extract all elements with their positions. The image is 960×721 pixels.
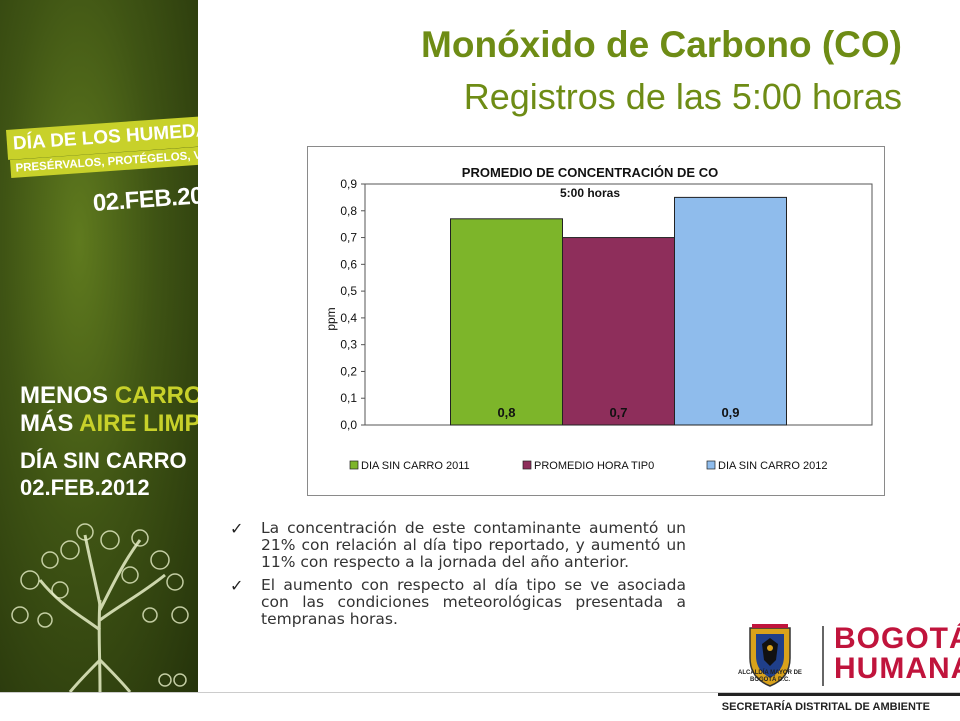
bar-1 <box>450 218 563 426</box>
chart-legend: DIA SIN CARRO 2011 PROMEDIO HORA TIP0 DIA … <box>349 460 827 472</box>
y-tick-label: 0,8 <box>340 204 357 218</box>
bullet-item-2: ✓ El aumento con respecto al día tipo se… <box>228 577 686 628</box>
left-banner: DÍA DE LOS HUMEDALES PRESÉRVALOS, PROTÉG… <box>0 0 198 692</box>
bogota-humana-logo-top: BOGOTÁ <box>834 622 960 655</box>
chart-y-axis-label: ppm <box>324 307 338 330</box>
legend-swatch-1 <box>349 460 359 470</box>
banner-mas: MÁS <box>20 410 80 437</box>
y-tick-label: 0,4 <box>340 311 357 325</box>
banner-dia-sin-carro: DÍA SIN CARRO <box>20 448 187 473</box>
bullet-list: ✓ La concentración de este contaminante … <box>228 520 686 634</box>
y-tick-label: 0,5 <box>340 284 357 298</box>
y-tick-label: 0,3 <box>340 338 357 352</box>
y-axis-ticks: 0,0 0,1 0,2 0,3 0,4 0,5 0,6 0,7 0,8 0,9 <box>340 177 365 432</box>
banner-date-2: 02.FEB.2012 <box>20 475 150 501</box>
y-tick-label: 0,1 <box>340 391 357 405</box>
y-tick-label: 0,6 <box>340 257 357 271</box>
legend-swatch-3 <box>706 460 716 470</box>
bars: 0,8 0,7 0,9 <box>450 196 787 426</box>
legend-label-1: DIA SIN CARRO 2011 <box>361 460 470 472</box>
chart-subtitle: 5:00 horas <box>560 186 620 200</box>
banner-date-2-b: 2012 <box>100 475 150 500</box>
slide-subtitle: Registros de las 5:00 horas <box>463 76 902 117</box>
bullet-text-2: El aumento con respecto al día tipo se v… <box>261 576 686 628</box>
checkmark-icon: ✓ <box>230 576 244 595</box>
chart-container: PROMEDIO DE CONCENTRACIÓN DE CO 5:00 hor… <box>307 146 885 496</box>
bogota-humana-logo-bottom: HUMANA <box>834 652 960 685</box>
bullet-text-1: La concentración de este contaminante au… <box>261 519 686 571</box>
bar-data-label-2: 0,7 <box>609 405 627 420</box>
banner-menos-carros: MENOS CARROS <box>20 382 198 409</box>
checkmark-icon: ✓ <box>230 519 244 538</box>
chart-title: PROMEDIO DE CONCENTRACIÓN DE CO <box>462 165 718 180</box>
legend-label-2: PROMEDIO HORA TIP0 <box>534 460 654 472</box>
banner-menos: MENOS <box>20 382 115 409</box>
legend-label-3: DIA SIN CARRO 2012 <box>718 460 827 472</box>
alcaldia-label: ALCALDÍA MAYOR DE BOGOTÁ D.C. <box>738 670 802 683</box>
bar-3 <box>674 196 787 426</box>
banner-date-1: 02.FEB.2012 <box>92 180 198 217</box>
legend-swatch-2 <box>522 460 532 470</box>
footer: SECRETARÍA DISTRITAL DE AMBIENTE <box>0 692 960 721</box>
footer-line <box>718 693 960 696</box>
banner-date-2-a: 02.FEB. <box>20 475 101 500</box>
bar-data-label-1: 0,8 <box>497 405 515 420</box>
banner-aire-limpio: AIRE LIMPIO <box>79 410 198 437</box>
tree-illustration-icon <box>11 523 189 692</box>
logo-divider <box>822 626 824 686</box>
y-tick-label: 0,2 <box>340 364 357 378</box>
coat-of-arms-icon <box>749 624 791 687</box>
banner-mas-aire: MÁS AIRE LIMPIO <box>20 410 198 437</box>
y-tick-label: 0,7 <box>340 231 357 245</box>
footer-text: SECRETARÍA DISTRITAL DE AMBIENTE <box>721 701 930 713</box>
y-tick-label: 0,0 <box>340 418 357 432</box>
y-tick-label: 0,9 <box>340 177 357 191</box>
bar-2 <box>562 237 675 426</box>
slide-title: Monóxido de Carbono (CO) <box>421 24 902 65</box>
bar-chart: PROMEDIO DE CONCENTRACIÓN DE CO 5:00 hor… <box>324 165 873 472</box>
banner-carros: CARROS <box>114 382 198 409</box>
bar-data-label-3: 0,9 <box>721 405 739 420</box>
bullet-item-1: ✓ La concentración de este contaminante … <box>228 520 686 571</box>
